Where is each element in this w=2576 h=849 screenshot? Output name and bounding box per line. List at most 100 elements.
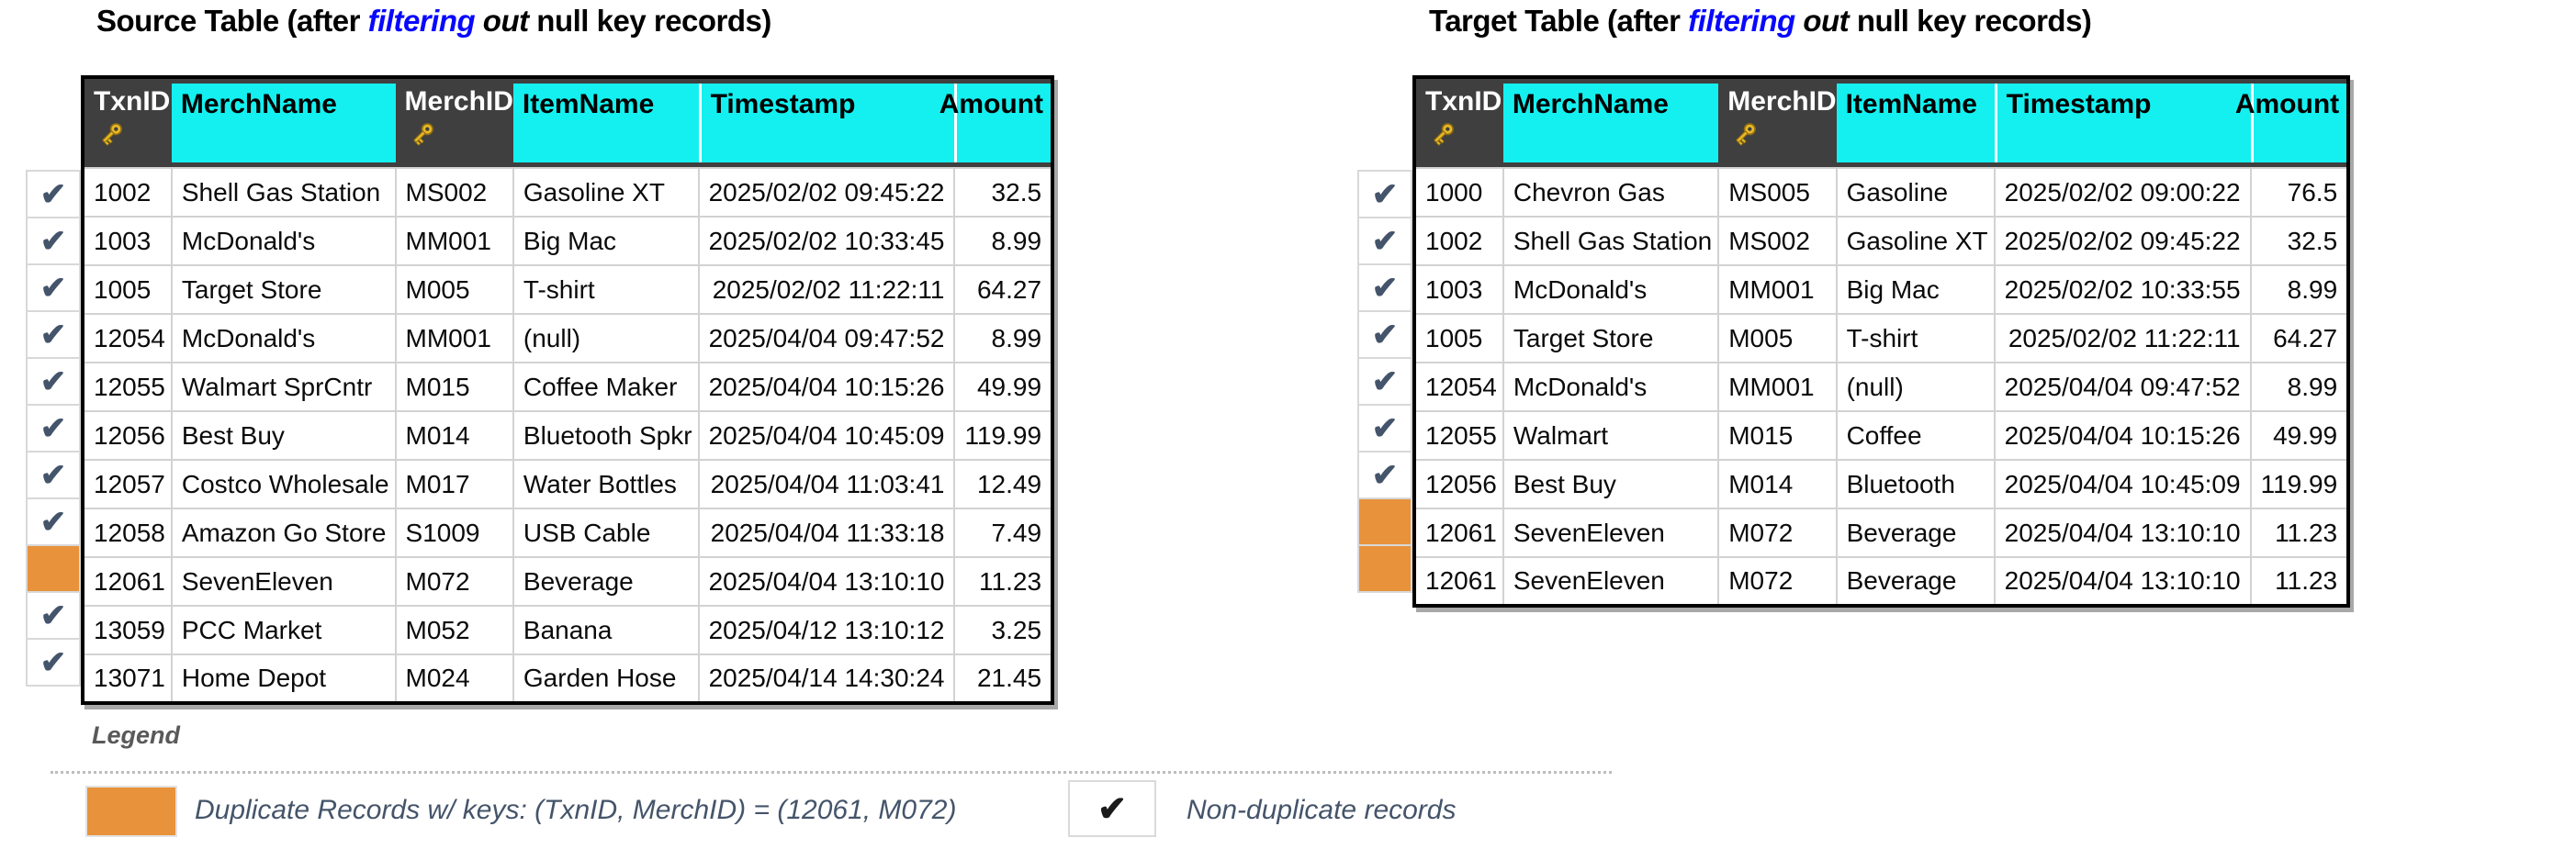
table-row: 1000 Chevron Gas MS005 Gasoline 2025/02/02 0… bbox=[1413, 167, 2350, 218]
cell-item_name: Gasoline bbox=[1835, 167, 1996, 218]
col-header-merch_name: MerchName bbox=[1502, 77, 1719, 168]
cell-amount: 119.99 bbox=[2249, 459, 2350, 509]
check-marker-cell: ✔ bbox=[26, 310, 81, 359]
cell-txn_id: 1000 bbox=[1413, 167, 1504, 218]
check-icon: ✔ bbox=[39, 410, 67, 446]
check-icon: ✔ bbox=[1371, 457, 1399, 493]
cell-merch_name: Best Buy bbox=[1502, 459, 1720, 509]
check-swatch: ✔ bbox=[1068, 780, 1156, 837]
cell-item_name: Garden Hose bbox=[512, 654, 700, 704]
table-row: 1005 Target Store M005 T-shirt 2025/02/02 11… bbox=[82, 264, 1054, 315]
header-label: MerchID bbox=[1727, 86, 1837, 117]
cell-merch_name: Target Store bbox=[170, 264, 397, 315]
table-row: 12061 SevenEleven M072 Beverage 2025/04/04 1… bbox=[1413, 556, 2350, 607]
cell-txn_id: 12061 bbox=[1413, 508, 1504, 558]
cell-txn_id: 13059 bbox=[82, 605, 173, 655]
cell-merch_id: MM001 bbox=[394, 313, 514, 363]
target-header-row: TxnID MerchName MerchID ItemName Timestamp Am… bbox=[1414, 77, 2349, 168]
check-icon: ✔ bbox=[39, 457, 67, 493]
cell-timestamp: 2025/02/02 10:33:55 bbox=[1993, 264, 2252, 315]
title-text-suffix: null key records) bbox=[1856, 4, 2092, 38]
check-icon: ✔ bbox=[1371, 176, 1399, 212]
cell-merch_name: PCC Market bbox=[170, 605, 397, 655]
check-icon: ✔ bbox=[1371, 270, 1399, 306]
table-row: 1003 McDonald's MM001 Big Mac 2025/02/02 10:… bbox=[1413, 264, 2350, 315]
check-icon: ✔ bbox=[1371, 363, 1399, 399]
nonduplicate-legend-text: Non-duplicate records bbox=[1187, 795, 1457, 825]
check-icon: ✔ bbox=[39, 644, 67, 680]
cell-merch_name: SevenEleven bbox=[170, 556, 397, 607]
check-icon: ✔ bbox=[39, 504, 67, 540]
duplicate-marker-cell bbox=[26, 544, 81, 593]
cell-item_name: Bluetooth bbox=[1835, 459, 1996, 509]
check-marker-cell: ✔ bbox=[26, 357, 81, 406]
cell-merch_name: Target Store bbox=[1502, 313, 1720, 363]
cell-amount: 8.99 bbox=[953, 313, 1054, 363]
cell-merch_id: M014 bbox=[1717, 459, 1838, 509]
cell-item_name: Bluetooth Spkr bbox=[512, 410, 700, 461]
check-icon: ✔ bbox=[39, 223, 67, 259]
check-marker-cell: ✔ bbox=[26, 497, 81, 546]
cell-merch_id: M014 bbox=[394, 410, 514, 461]
col-header-merch_id: MerchID bbox=[1718, 77, 1837, 168]
cell-merch_name: Shell Gas Station bbox=[1502, 216, 1720, 266]
header-label: ItemName bbox=[522, 89, 655, 119]
table-row: 12061 SevenEleven M072 Beverage 2025/04/04 1… bbox=[1413, 508, 2350, 558]
cell-merch_name: Home Depot bbox=[170, 654, 397, 704]
cell-timestamp: 2025/02/02 11:22:11 bbox=[1993, 313, 2252, 363]
check-marker-cell: ✔ bbox=[1357, 310, 1412, 359]
cell-merch_name: Amazon Go Store bbox=[170, 508, 397, 558]
legend-divider bbox=[51, 771, 1612, 774]
table-row: 12055 Walmart M015 Coffee 2025/04/04 10:15:2… bbox=[1413, 410, 2350, 461]
cell-timestamp: 2025/04/04 13:10:10 bbox=[1993, 556, 2252, 607]
source-table-title: Source Table (after filtering out null k… bbox=[96, 4, 771, 39]
cell-amount: 64.27 bbox=[953, 264, 1054, 315]
table-row: 12055 Walmart SprCntr M015 Coffee Maker 2025… bbox=[82, 362, 1054, 412]
cell-amount: 12.49 bbox=[953, 459, 1054, 509]
cell-item_name: USB Cable bbox=[512, 508, 700, 558]
col-header-item_name: ItemName bbox=[1836, 77, 1995, 168]
cell-merch_name: SevenEleven bbox=[1502, 508, 1720, 558]
title-text: Target Table (after bbox=[1429, 4, 1689, 38]
cell-timestamp: 2025/04/04 11:03:41 bbox=[697, 459, 956, 509]
source-table: TxnID MerchName MerchID ItemName Timestamp Am… bbox=[81, 75, 1055, 705]
header-label: MerchName bbox=[180, 89, 337, 119]
duplicate-marker-cell bbox=[1357, 497, 1412, 546]
header-label: TxnID bbox=[1425, 86, 1502, 117]
cell-timestamp: 2025/02/02 09:45:22 bbox=[1993, 216, 2252, 266]
cell-merch_name: Walmart SprCntr bbox=[170, 362, 397, 412]
cell-amount: 7.49 bbox=[953, 508, 1054, 558]
cell-merch_name: McDonald's bbox=[1502, 264, 1720, 315]
col-header-amount: Amount bbox=[2235, 77, 2349, 168]
cell-amount: 32.5 bbox=[2249, 216, 2350, 266]
cell-txn_id: 1005 bbox=[82, 264, 173, 315]
cell-timestamp: 2025/04/12 13:10:12 bbox=[697, 605, 956, 655]
check-icon: ✔ bbox=[1371, 223, 1399, 259]
cell-amount: 64.27 bbox=[2249, 313, 2350, 363]
col-header-item_name: ItemName bbox=[512, 77, 699, 168]
cell-item_name: Big Mac bbox=[1835, 264, 1996, 315]
cell-item_name: Banana bbox=[512, 605, 700, 655]
check-marker-cell: ✔ bbox=[26, 170, 81, 218]
col-header-txn_id: TxnID bbox=[1414, 77, 1503, 168]
cell-merch_id: MS002 bbox=[1717, 216, 1838, 266]
cell-timestamp: 2025/02/02 09:45:22 bbox=[697, 167, 956, 218]
table-row: 13059 PCC Market M052 Banana 2025/04/12 13:1… bbox=[82, 605, 1054, 655]
table-row: 12061 SevenEleven M072 Beverage 2025/04/04 1… bbox=[82, 556, 1054, 607]
check-marker-cell: ✔ bbox=[1357, 170, 1412, 218]
cell-item_name: Beverage bbox=[1835, 556, 1996, 607]
table-row: 13071 Home Depot M024 Garden Hose 2025/04/14… bbox=[82, 654, 1054, 704]
cell-amount: 76.5 bbox=[2249, 167, 2350, 218]
cell-amount: 32.5 bbox=[953, 167, 1054, 218]
table-row: 12058 Amazon Go Store S1009 USB Cable 2025/0… bbox=[82, 508, 1054, 558]
cell-item_name: Beverage bbox=[1835, 508, 1996, 558]
title-highlight-filtering: filtering bbox=[1688, 4, 1795, 38]
cell-item_name: Big Mac bbox=[512, 216, 700, 266]
header-label: Timestamp bbox=[2006, 89, 2152, 119]
cell-merch_id: M005 bbox=[394, 264, 514, 315]
table-row: 1002 Shell Gas Station MS002 Gasoline XT 202… bbox=[1413, 216, 2350, 266]
cell-txn_id: 12055 bbox=[1413, 410, 1504, 461]
cell-amount: 49.99 bbox=[953, 362, 1054, 412]
check-marker-cell: ✔ bbox=[26, 404, 81, 452]
title-italic-out: out bbox=[1794, 4, 1857, 38]
